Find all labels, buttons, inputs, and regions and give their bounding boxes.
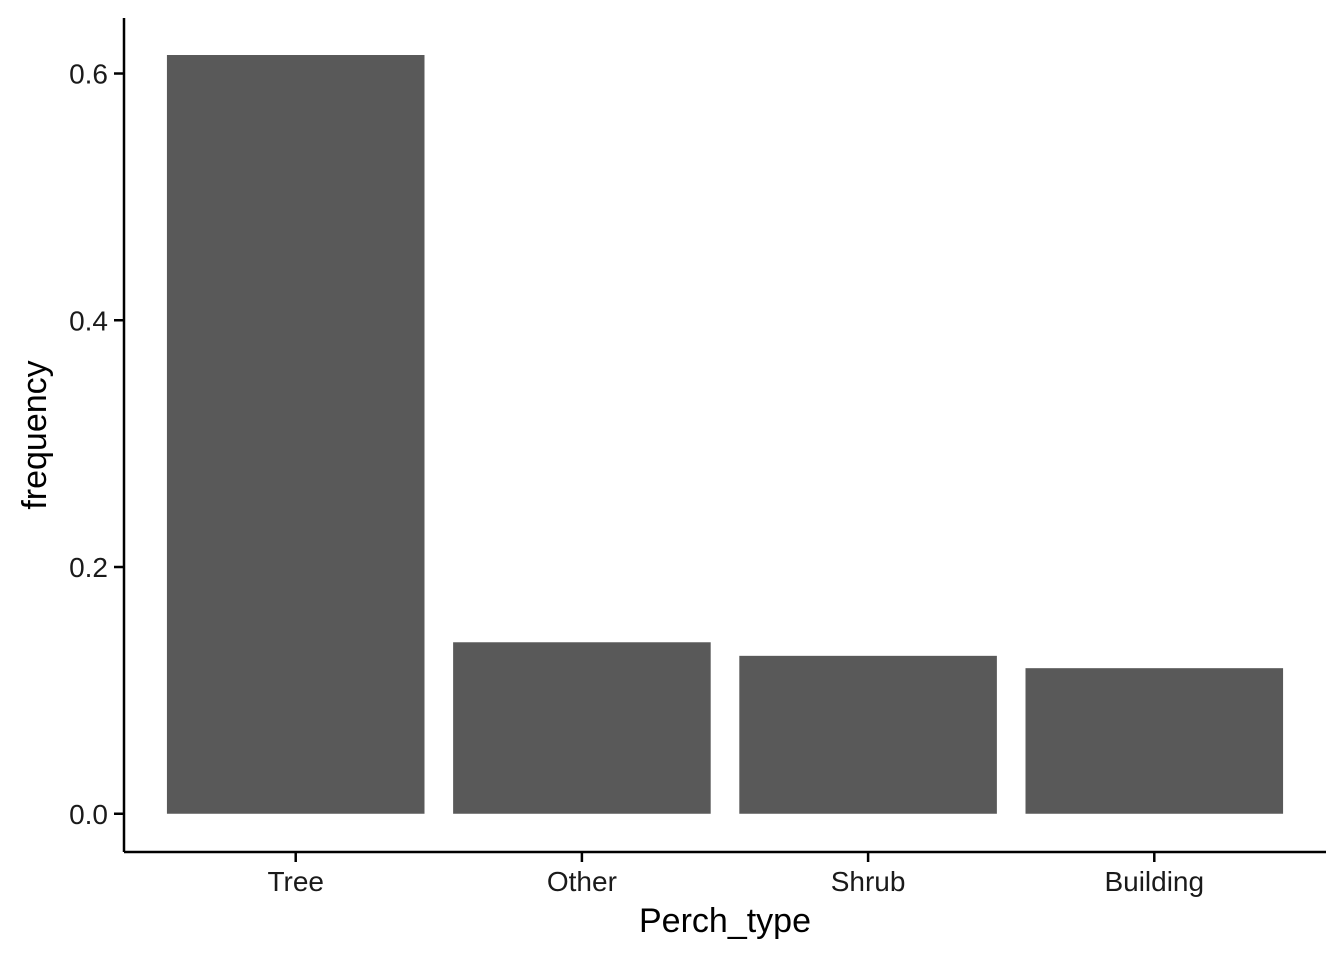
bars-group — [166, 55, 1284, 814]
y-axis-ticks: 0.0 0.2 0.4 0.6 — [69, 59, 124, 830]
x-tick-label-tree: Tree — [267, 866, 324, 897]
x-tick-label-other: Other — [547, 866, 617, 897]
y-axis-title: frequency — [16, 360, 54, 509]
bar-other — [453, 642, 711, 814]
bar-shrub — [739, 655, 997, 814]
bar-building — [1025, 668, 1284, 814]
x-tick-label-shrub: Shrub — [831, 866, 906, 897]
y-tick-label: 0.6 — [69, 59, 108, 90]
y-tick-label: 0.4 — [69, 305, 108, 336]
bar-tree — [166, 55, 425, 814]
x-axis-ticks: Tree Other Shrub Building — [267, 852, 1204, 897]
x-tick-label-building: Building — [1104, 866, 1204, 897]
y-tick-label: 0.2 — [69, 552, 108, 583]
y-tick-label: 0.0 — [69, 799, 108, 830]
x-axis-title: Perch_type — [639, 902, 811, 940]
